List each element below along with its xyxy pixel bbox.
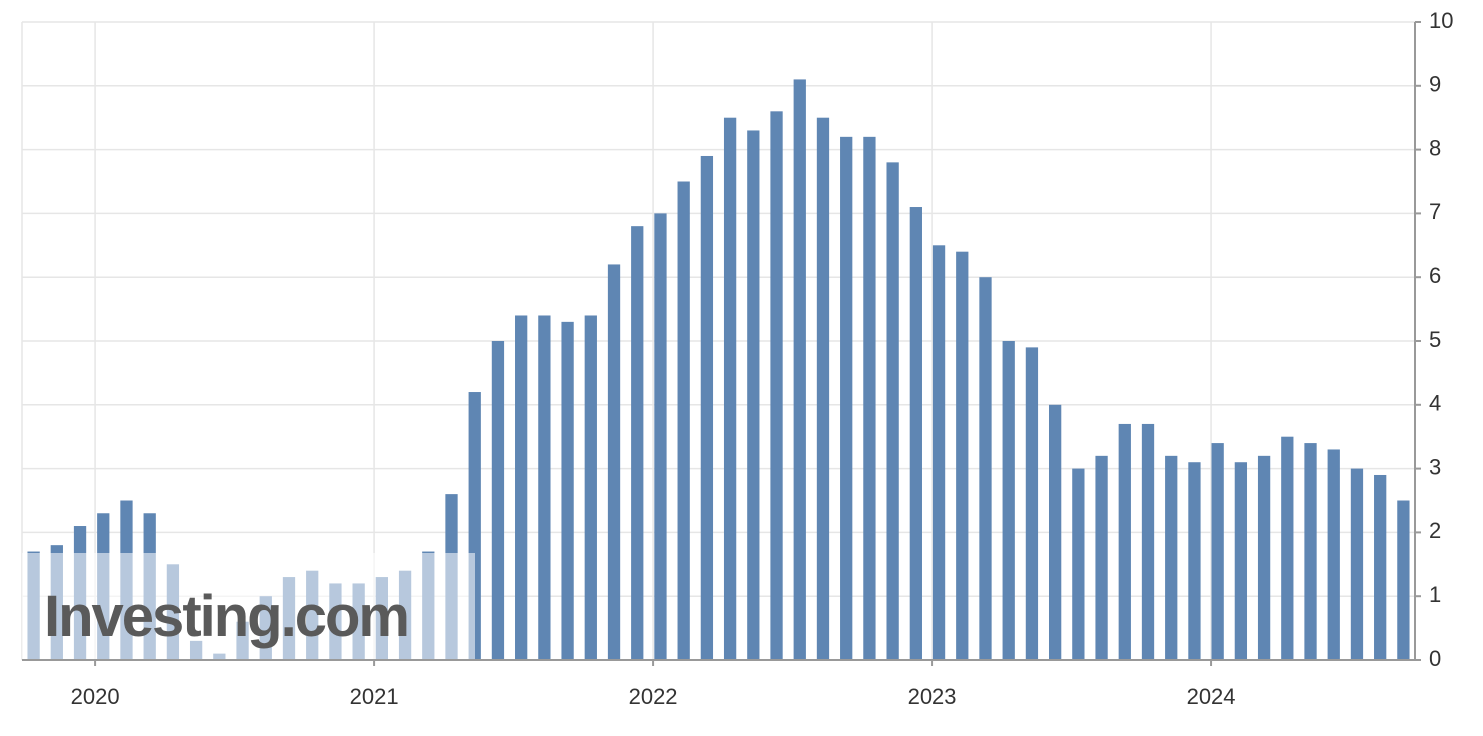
bar xyxy=(584,315,597,660)
bar xyxy=(840,136,853,661)
bar xyxy=(515,315,528,660)
bar xyxy=(932,245,946,661)
bar xyxy=(631,226,644,660)
bar xyxy=(1397,500,1410,660)
bars xyxy=(27,79,1410,661)
y-tick-label: 1 xyxy=(1429,582,1441,607)
bar xyxy=(1188,462,1201,660)
y-tick-label: 9 xyxy=(1429,72,1441,97)
bar xyxy=(538,315,551,660)
bar xyxy=(1327,449,1340,660)
x-tick-label: 2021 xyxy=(350,684,399,709)
y-tick-label: 2 xyxy=(1429,518,1441,543)
bar xyxy=(1304,443,1317,660)
bar xyxy=(747,130,760,660)
axes: 0 1 2 3 4 5 6 7 8 9 10 2020 2021 2022 2023 2024 xyxy=(22,8,1453,709)
bar xyxy=(677,181,690,660)
x-tick-label: 2023 xyxy=(908,684,957,709)
bar xyxy=(909,207,922,660)
bar xyxy=(1072,468,1085,660)
x-tick-label: 2022 xyxy=(629,684,678,709)
y-tick-label: 3 xyxy=(1429,454,1441,479)
bar xyxy=(863,136,876,661)
bar xyxy=(561,321,574,660)
y-tick-label: 0 xyxy=(1429,646,1441,671)
bar xyxy=(1141,423,1155,660)
bar xyxy=(956,251,969,660)
bar xyxy=(1257,455,1271,660)
y-tick-label: 6 xyxy=(1429,263,1441,288)
bar xyxy=(1374,474,1387,660)
bar xyxy=(816,117,830,660)
watermark-fade xyxy=(22,553,475,660)
bar xyxy=(886,162,899,661)
bar xyxy=(700,155,714,661)
y-tick-label: 8 xyxy=(1429,135,1441,160)
x-tick-label: 2024 xyxy=(1187,684,1236,709)
bar xyxy=(1118,423,1131,660)
bar xyxy=(793,79,806,661)
bar xyxy=(1095,455,1108,660)
y-tick-label: 7 xyxy=(1429,199,1441,224)
bar xyxy=(1281,436,1294,660)
bar xyxy=(723,117,737,660)
bar xyxy=(1025,347,1039,660)
bar xyxy=(770,111,783,660)
bar xyxy=(607,264,621,660)
bar xyxy=(1048,404,1062,660)
y-tick-label: 4 xyxy=(1429,391,1441,416)
bar xyxy=(1165,455,1178,660)
bar xyxy=(654,213,667,660)
watermark: Investing.com xyxy=(44,584,408,649)
y-tick-label: 5 xyxy=(1429,327,1441,352)
bar xyxy=(1350,468,1364,660)
bar xyxy=(1234,462,1248,660)
grid xyxy=(21,21,1415,661)
bar xyxy=(1211,443,1224,660)
y-tick-label: 10 xyxy=(1429,8,1453,33)
bar xyxy=(491,341,505,660)
x-tick-label: 2020 xyxy=(71,684,120,709)
bar xyxy=(979,277,992,660)
bar xyxy=(1002,341,1015,660)
